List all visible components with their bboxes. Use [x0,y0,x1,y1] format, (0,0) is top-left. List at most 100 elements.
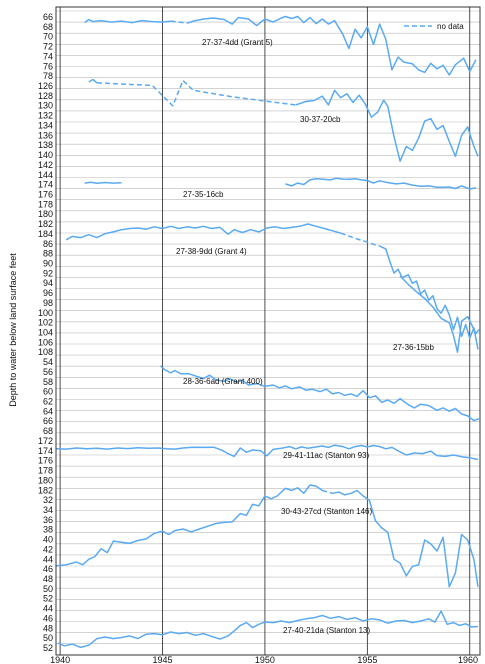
y-tick-label: 38 [43,525,53,535]
y-tick-label: 68 [43,22,53,32]
y-tick-label: 78 [43,71,53,81]
well-label: 27-38-9dd (Grant 4) [176,247,247,256]
y-tick-label: 50 [43,584,53,594]
y-tick-label: 102 [38,318,53,328]
y-tick-label: 130 [38,101,53,111]
y-tick-label: 44 [43,604,53,614]
y-tick-label: 74 [43,51,53,61]
series-line-no-data [96,79,296,107]
y-tick-label: 60 [43,387,53,397]
series-line-measured [399,275,480,353]
y-tick-label: 106 [38,337,53,347]
y-tick-label: 128 [38,91,53,101]
y-tick-label: 64 [43,406,53,416]
y-tick-label: 48 [43,623,53,633]
y-tick-label: 52 [43,594,53,604]
x-tick-label: 1960 [458,655,478,664]
y-tick-label: 50 [43,633,53,643]
y-tick-label: 52 [43,643,53,653]
y-tick-label: 126 [38,81,53,91]
well-label: 30-43-27cd (Stanton 146) [281,507,373,516]
series-line-no-data [340,232,380,247]
y-tick-label: 180 [38,475,53,485]
series-line-measured [88,78,98,84]
y-tick-label: 180 [38,209,53,219]
y-tick-label: 174 [38,180,53,190]
y-tick-label: 66 [43,12,53,22]
y-tick-label: 142 [38,160,53,170]
y-tick-label: 56 [43,367,53,377]
y-tick-label: 92 [43,268,53,278]
well-label: 27-40-21da (Stanton 13) [283,626,371,635]
y-tick-label: 172 [38,436,53,446]
series-line-measured [332,489,479,588]
y-tick-label: 132 [38,111,53,121]
gridlines [56,10,480,656]
y-tick-label: 104 [38,328,53,338]
y-tick-label: 40 [43,535,53,545]
y-tick-label: 174 [38,446,53,456]
legend-label: no data [437,22,464,31]
y-tick-label: 86 [43,239,53,249]
series-line-measured [295,89,479,162]
well-label: 29-41-11ac (Stanton 93) [283,451,369,460]
y-tick-label: 136 [38,130,53,140]
series-line-measured [285,177,477,190]
well-label: 28-36-6ad (Grant 400) [183,377,263,386]
y-tick-label: 34 [43,505,53,515]
y-tick-label: 184 [38,229,53,239]
y-tick-label: 46 [43,613,53,623]
year-lines [59,7,471,655]
series-line-measured [159,365,480,422]
y-axis-label: Depth to water below land surface feet [8,253,18,407]
series-line-measured [57,610,479,649]
series-line-no-data [170,20,188,24]
series-line-no-data [322,489,333,495]
y-tick-label: 98 [43,298,53,308]
x-tick-label: 1950 [255,655,275,664]
series-lines [55,15,480,649]
x-tick-label: 1945 [152,655,172,664]
y-tick-label: 182 [38,219,53,229]
well-label: 27-35-16cb [183,190,224,199]
legend: no data [404,22,464,31]
series-line-measured [186,15,477,76]
well-label: 30-37-20cb [300,115,341,124]
y-tick-label: 140 [38,150,53,160]
y-tick-label: 176 [38,190,53,200]
y-tick-label: 178 [38,199,53,209]
series-line-measured [84,18,171,24]
y-tick-label: 100 [38,308,53,318]
well-labels: 27-37-4dd (Grant 5) 30-37-20cb 27-35-16cb 2… [176,38,434,635]
y-tick-label: 76 [43,61,53,71]
y-tick-label: 88 [43,249,53,259]
y-tick-label: 134 [38,121,53,131]
series-line-measured [65,223,341,241]
y-tick-label: 68 [43,426,53,436]
y-tick-label: 72 [43,42,53,52]
series-line-measured [84,181,122,185]
y-tick-label: 96 [43,288,53,298]
y-tick-label: 176 [38,456,53,466]
y-tick-label: 54 [43,357,53,367]
x-tick-label: 1955 [357,655,377,664]
y-tick-label: 32 [43,495,53,505]
y-tick-label: 44 [43,554,53,564]
y-tick-label: 108 [38,347,53,357]
y-tick-label: 70 [43,32,53,42]
series-line-measured [379,245,479,350]
y-tick-label: 144 [38,170,53,180]
well-label: 27-36-15bb [393,343,434,352]
x-tick-labels: 1940 1945 1950 1955 1960 [50,655,478,664]
x-tick-label: 1940 [50,655,70,664]
y-tick-label: 42 [43,544,53,554]
y-tick-label: 62 [43,397,53,407]
y-tick-label: 66 [43,416,53,426]
series-line-measured [55,444,479,461]
well-label: 27-37-4dd (Grant 5) [202,38,273,47]
y-tick-label: 36 [43,515,53,525]
series-line-measured [55,484,323,567]
y-tick-label: 94 [43,278,53,288]
y-tick-label: 178 [38,466,53,476]
